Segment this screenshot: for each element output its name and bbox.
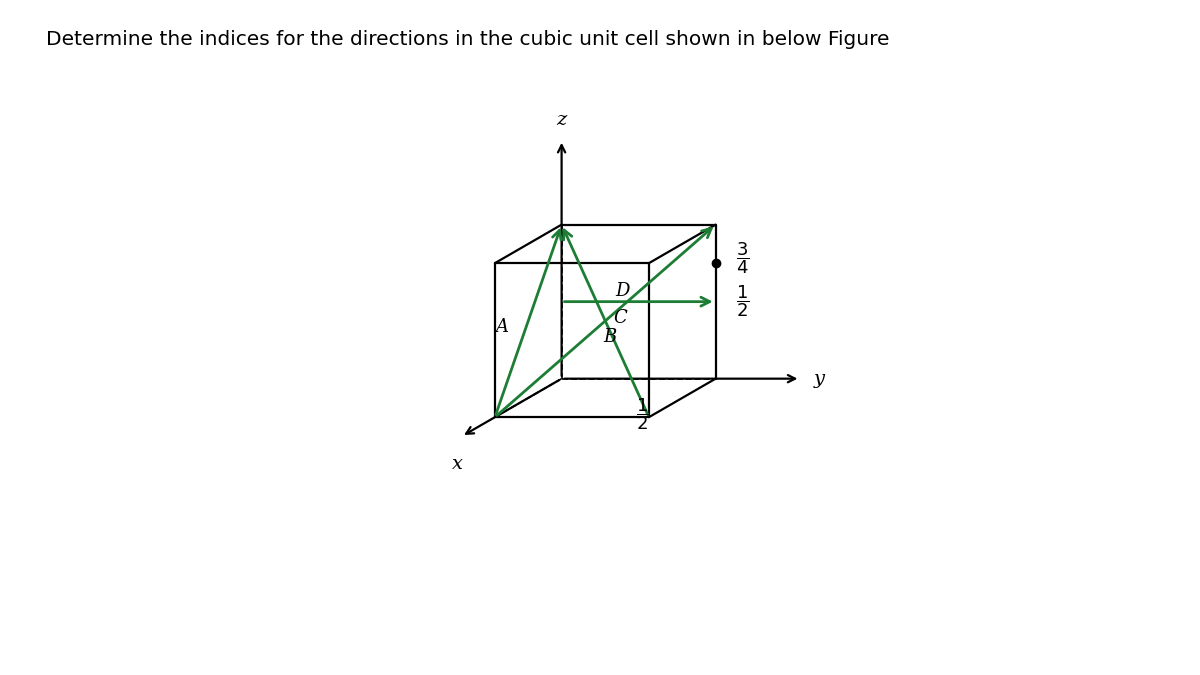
Text: C: C (613, 308, 626, 327)
Text: A: A (496, 317, 508, 335)
Text: D: D (616, 281, 630, 300)
Text: z: z (557, 111, 566, 129)
Text: $\dfrac{3}{4}$: $\dfrac{3}{4}$ (736, 241, 749, 277)
Text: Determine the indices for the directions in the cubic unit cell shown in below F: Determine the indices for the directions… (46, 30, 889, 49)
Text: y: y (814, 370, 824, 387)
Text: $\dfrac{1}{2}$: $\dfrac{1}{2}$ (636, 397, 649, 433)
Text: B: B (604, 328, 617, 346)
Text: x: x (452, 454, 463, 472)
Text: $\dfrac{1}{2}$: $\dfrac{1}{2}$ (736, 284, 749, 319)
